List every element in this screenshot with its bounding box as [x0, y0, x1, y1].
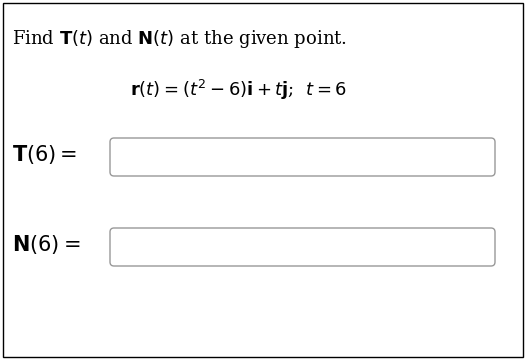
- Text: Find $\mathbf{T}$$(t)$ and $\mathbf{N}$$(t)$ at the given point.: Find $\mathbf{T}$$(t)$ and $\mathbf{N}$$…: [12, 28, 347, 50]
- Text: $\mathbf{r}(t) = (t^2 - 6)\mathbf{i} + t\mathbf{j}$;  $t = 6$: $\mathbf{r}(t) = (t^2 - 6)\mathbf{i} + t…: [130, 78, 347, 102]
- Text: $\mathbf{T}(6) = $: $\mathbf{T}(6) = $: [12, 144, 77, 166]
- Text: $\mathbf{N}(6) = $: $\mathbf{N}(6) = $: [12, 234, 80, 257]
- FancyBboxPatch shape: [3, 3, 523, 357]
- FancyBboxPatch shape: [110, 138, 495, 176]
- FancyBboxPatch shape: [110, 228, 495, 266]
